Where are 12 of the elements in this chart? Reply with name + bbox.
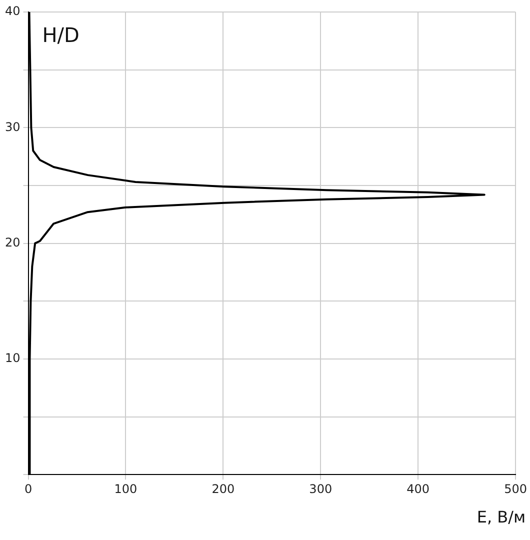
y-tick-label: 40 [4,4,20,18]
y-tick-label: 10 [4,351,20,366]
x-tick-label: 0 [24,482,32,496]
y-tick-label: 30 [4,120,20,134]
y-axis-title: H/D [42,23,80,47]
x-tick-label: 400 [406,482,430,496]
x-tick-label: 500 [504,482,527,496]
x-tick-label: 300 [309,482,332,496]
x-axis-title: E, В/м [476,508,526,527]
x-tick-label: 100 [114,482,138,496]
x-tick-label: 200 [212,482,235,496]
y-tick-label: 20 [4,235,20,250]
